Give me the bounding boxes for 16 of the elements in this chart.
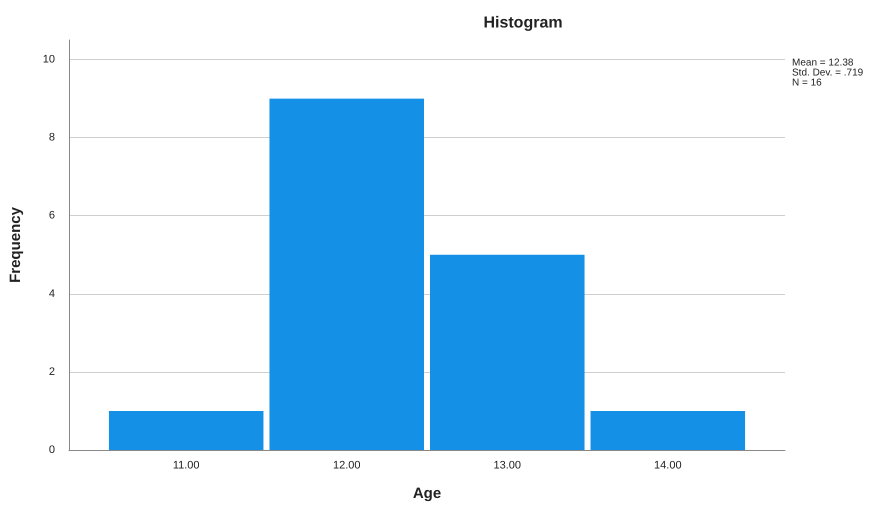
y-tick-label: 2: [48, 366, 55, 378]
x-tick-label: 14.00: [654, 460, 682, 472]
y-tick-label: 6: [48, 210, 55, 222]
x-tick-label: 11.00: [172, 460, 200, 472]
text: N = 16: [792, 78, 822, 88]
text: Mean = 12.38: [792, 58, 854, 68]
text: Std. Dev. = .719: [792, 68, 864, 78]
y-axis-title: Frequency: [7, 206, 24, 283]
y-tick-label: 10: [42, 54, 55, 66]
x-tick-label: 13.00: [494, 460, 522, 472]
y-tick-label: 8: [48, 132, 55, 144]
y-tick-label: 0: [48, 444, 55, 456]
chart-title: Histogram: [483, 14, 563, 32]
x-axis-title: Age: [412, 485, 442, 502]
x-tick-label: 12.00: [332, 460, 360, 472]
y-tick-label: 4: [48, 288, 55, 300]
